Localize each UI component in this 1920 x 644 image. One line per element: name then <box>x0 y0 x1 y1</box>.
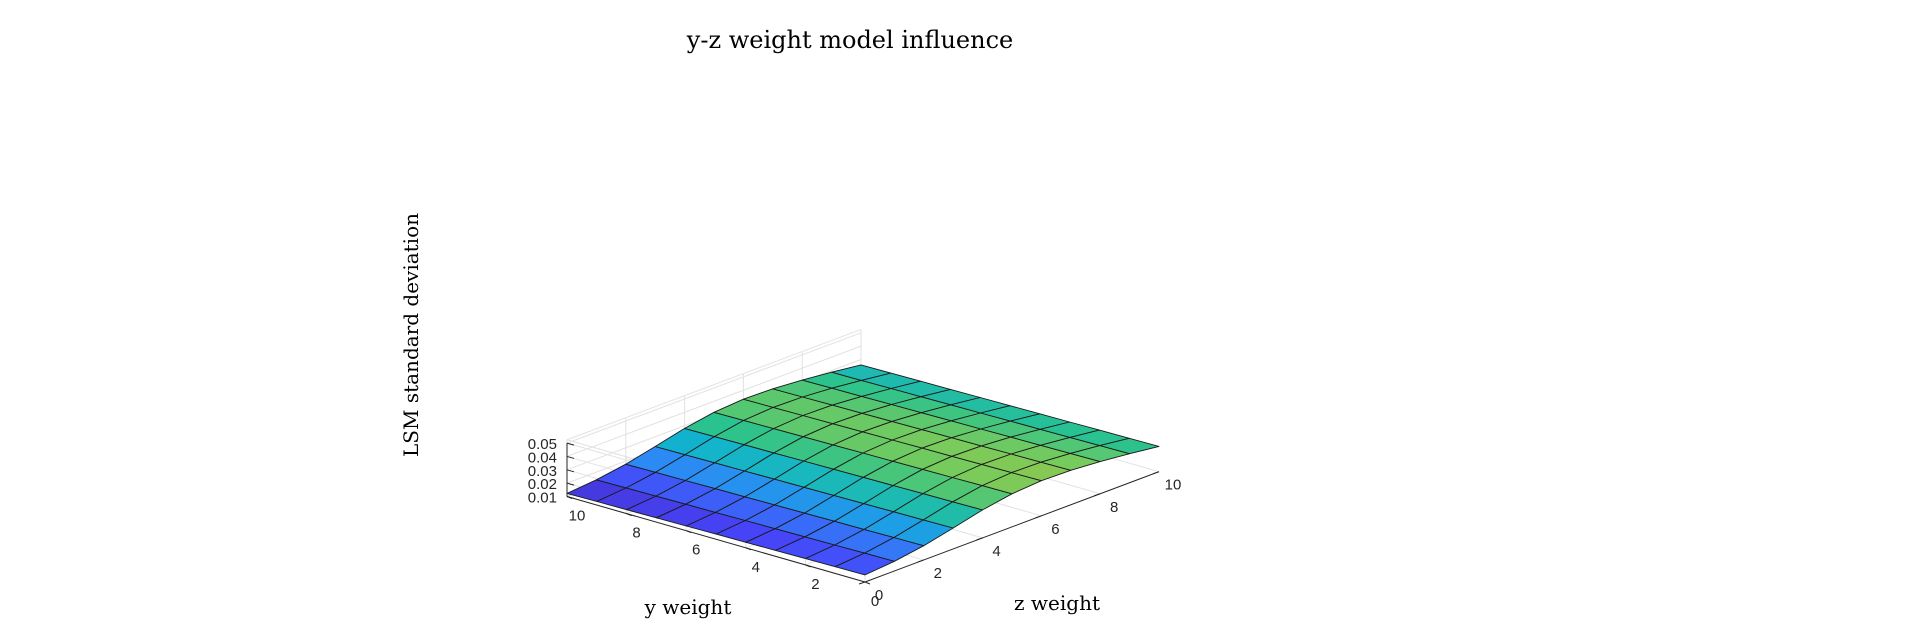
y-weight-tick-label: 2 <box>811 576 819 593</box>
y-weight-tick-label: 6 <box>692 542 700 559</box>
tick-labels: 0 2 4 6 8 10 0 2 4 6 8 10 0.010.020.030.040.05 <box>528 436 1182 610</box>
std-tick-label: 0.03 <box>528 463 557 480</box>
y-weight-axis-line <box>566 496 866 583</box>
surface <box>566 364 1160 576</box>
z-weight-tick-label: 6 <box>1051 521 1059 538</box>
y-weight-tick-mark <box>626 513 632 517</box>
chart-title: y-z weight model influence <box>686 26 1013 54</box>
x-axis-label: y weight <box>644 595 732 619</box>
y-weight-tick-label: 10 <box>569 508 586 525</box>
std-tick-mark <box>566 469 575 473</box>
z-weight-axis-line <box>864 471 1160 583</box>
z-weight-tick-label: 0 <box>875 587 883 604</box>
std-tick-label: 0.01 <box>528 490 557 507</box>
z-weight-tick-mark <box>858 581 866 585</box>
grid-line <box>566 332 862 444</box>
grid-line <box>566 345 862 457</box>
y-weight-tick-label: 0 <box>871 593 879 610</box>
surface-patch <box>1099 437 1160 455</box>
std-tick-label: 0.05 <box>528 436 557 453</box>
z-weight-tick-mark <box>917 559 924 563</box>
std-tick-label: 0.04 <box>528 449 557 466</box>
y-weight-tick-mark <box>745 547 751 551</box>
z-weight-tick-mark <box>1152 471 1160 475</box>
z-weight-tick-mark <box>976 537 983 541</box>
y-axis-label: z weight <box>1014 591 1100 615</box>
y-weight-tick-label: 8 <box>632 525 640 542</box>
z-weight-tick-mark <box>1094 493 1101 497</box>
std-tick-label: 0.02 <box>528 476 557 493</box>
y-weight-tick-mark <box>686 530 692 534</box>
z-weight-tick-mark <box>1035 515 1042 519</box>
z-axis-label: LSM standard deviation <box>399 213 423 457</box>
std-tick-mark <box>566 442 575 446</box>
z-weight-tick-label: 10 <box>1165 477 1182 494</box>
std-tick-mark <box>566 496 575 499</box>
z-weight-tick-label: 8 <box>1110 499 1118 516</box>
z-weight-tick-label: 2 <box>934 565 942 582</box>
y-weight-tick-mark <box>805 564 811 568</box>
z-weight-tick-label: 4 <box>992 543 1000 560</box>
grid-line <box>566 328 862 441</box>
y-weight-tick-label: 4 <box>752 559 760 576</box>
std-tick-mark <box>566 482 575 486</box>
std-tick-mark <box>566 455 575 459</box>
y-weight-tick-mark <box>864 581 871 585</box>
